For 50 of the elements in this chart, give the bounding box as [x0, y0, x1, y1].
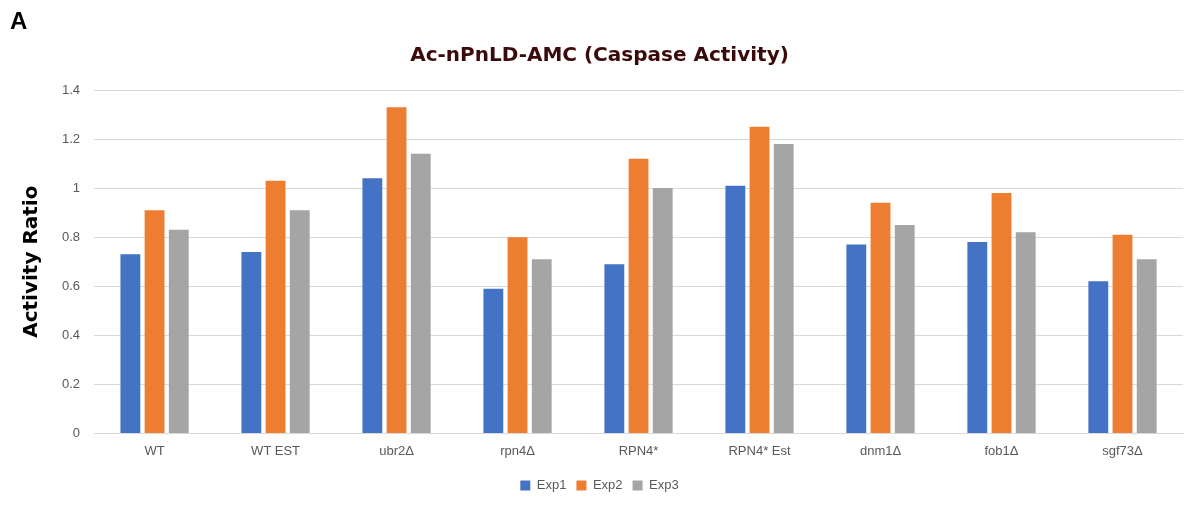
bar — [1112, 234, 1133, 433]
y-tick-label: 0.4 — [61, 326, 81, 342]
y-tick-label: 1 — [72, 179, 81, 195]
x-tick-label: ubr2Δ — [379, 442, 415, 458]
bar — [507, 237, 528, 433]
bar — [894, 224, 915, 433]
bar — [846, 244, 867, 433]
text: A — [10, 6, 28, 34]
bar — [1088, 281, 1109, 433]
x-tick-label: RPN4* Est — [728, 442, 791, 458]
bar — [1015, 232, 1036, 433]
bar — [1136, 259, 1157, 433]
bar — [483, 288, 504, 433]
bar — [991, 193, 1012, 433]
bar — [870, 202, 891, 433]
bar — [144, 210, 165, 433]
x-tick-label: WT — [144, 442, 165, 458]
bar — [289, 210, 310, 433]
bar — [120, 254, 141, 433]
bar — [725, 185, 746, 433]
bar — [362, 178, 383, 433]
y-tick-label: 0.8 — [61, 228, 81, 244]
legend-label: Exp2 — [592, 477, 623, 493]
bar — [604, 264, 625, 433]
legend-label: Exp1 — [536, 477, 567, 493]
y-tick-label: 1.4 — [61, 81, 81, 97]
y-tick-label: 0 — [72, 424, 81, 440]
y-tick-label: 0.2 — [61, 375, 81, 391]
x-tick-label: fob1Δ — [984, 442, 1019, 458]
bar — [749, 126, 770, 433]
legend-label: Exp3 — [649, 477, 679, 493]
bar — [168, 229, 189, 433]
x-tick-label: WT EST — [251, 442, 301, 458]
y-tick-label: 0.6 — [61, 277, 81, 293]
x-tick-label: RPN4* — [618, 442, 659, 458]
bar — [241, 251, 262, 433]
bar — [410, 153, 431, 433]
bar — [967, 242, 988, 433]
x-tick-label: sgf73Δ — [1102, 442, 1144, 458]
chart-title: Ac-nPnLD-AMC (Caspase Activity) — [410, 42, 789, 67]
y-axis-title: Activity Ratio — [18, 185, 43, 338]
bar — [531, 259, 552, 433]
bar — [265, 180, 286, 433]
bar — [628, 158, 649, 433]
bar — [773, 143, 794, 433]
y-tick-label: 1.2 — [61, 130, 81, 146]
x-tick-label: dnm1Δ — [859, 442, 902, 458]
bar — [652, 188, 673, 433]
bar — [386, 107, 407, 433]
x-tick-label: rpn4Δ — [500, 442, 536, 458]
